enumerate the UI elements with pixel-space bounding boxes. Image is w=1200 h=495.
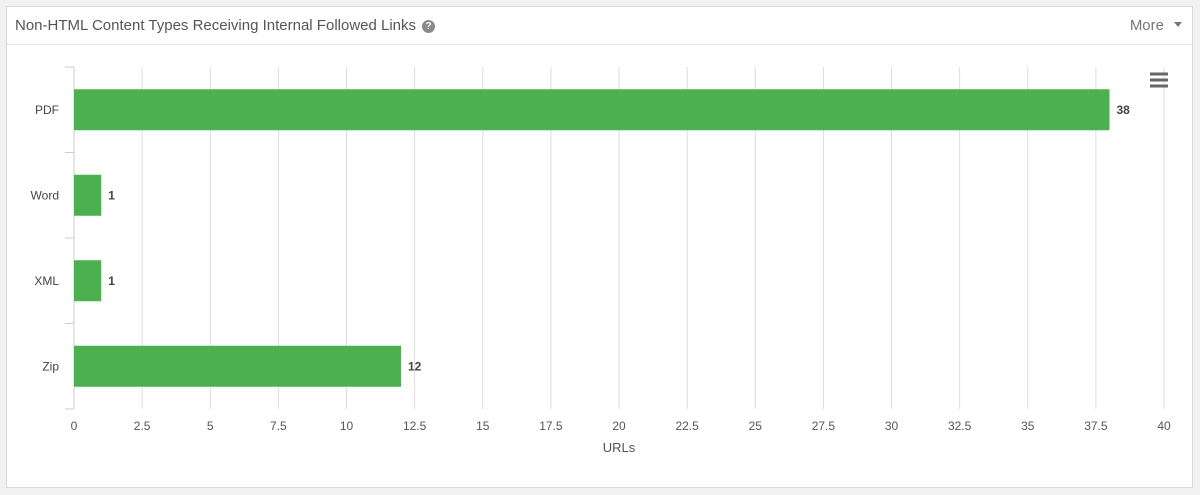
x-tick-label: 27.5 [812,419,836,433]
x-tick-label: 35 [1021,419,1035,433]
x-tick-label: 15 [476,419,490,433]
data-label: 1 [108,188,115,202]
x-tick-label: 10 [340,419,354,433]
bar-word[interactable] [74,174,102,216]
x-tick-label: 37.5 [1084,419,1108,433]
bar-pdf[interactable] [74,89,1110,131]
bar-zip[interactable] [74,345,401,387]
x-axis-title: URLs [603,440,636,455]
x-tick-label: 7.5 [270,419,287,433]
x-tick-label: 32.5 [948,419,972,433]
x-tick-label: 12.5 [403,419,427,433]
panel-title-text: Non-HTML Content Types Receiving Interna… [15,17,417,34]
x-tick-label: 0 [71,419,78,433]
category-label: XML [34,274,59,288]
x-tick-label: 30 [885,419,899,433]
hamburger-menu-icon[interactable] [1150,72,1168,88]
menu-bar [1150,84,1168,88]
category-label: Zip [42,359,59,373]
x-tick-label: 5 [207,419,214,433]
category-label: Word [31,188,59,202]
x-tick-label: 22.5 [675,419,699,433]
more-label: More [1129,17,1164,34]
x-tick-label: 2.5 [134,419,151,433]
data-label: 12 [408,359,422,373]
x-tick-label: 40 [1157,419,1171,433]
caret-down-icon [1174,22,1182,27]
data-label: 38 [1117,103,1131,117]
data-label: 1 [108,274,115,288]
category-label: PDF [35,103,59,117]
chart-panel: Non-HTML Content Types Receiving Interna… [6,6,1193,488]
panel-header: Non-HTML Content Types Receiving Interna… [7,7,1192,45]
menu-bar [1150,72,1168,76]
x-tick-label: 25 [749,419,763,433]
x-tick-label: 17.5 [539,419,563,433]
x-tick-label: 20 [612,419,626,433]
help-icon[interactable]: ? [422,20,436,33]
menu-bar [1150,78,1168,82]
more-menu-button[interactable]: More [1130,17,1182,34]
bar-xml[interactable] [74,260,102,302]
panel-title: Non-HTML Content Types Receiving Interna… [15,17,436,34]
